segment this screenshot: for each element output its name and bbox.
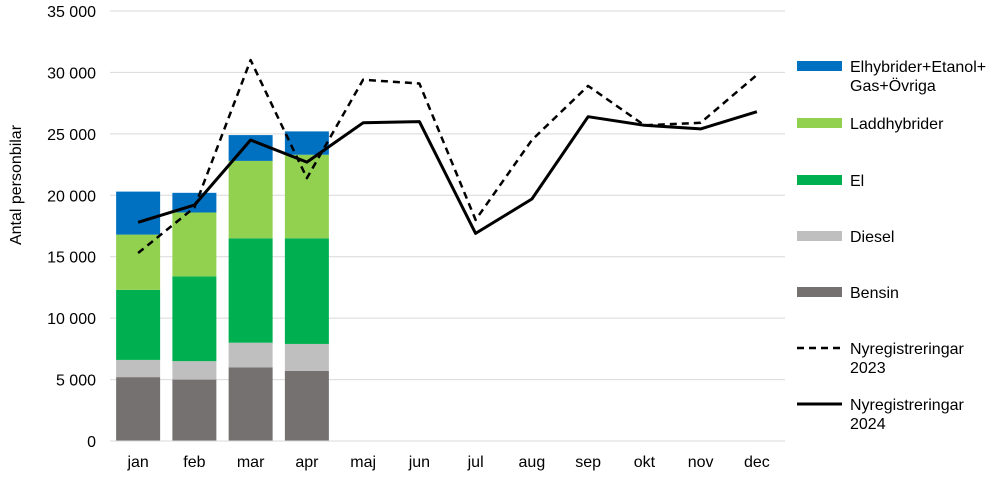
x-tick-label: jan bbox=[126, 454, 148, 471]
bar-segment-bensin bbox=[116, 377, 161, 441]
legend-item: Laddhybrider bbox=[797, 116, 944, 133]
x-tick-label: nov bbox=[688, 454, 714, 471]
x-axis-ticks: jan feb mar apr maj jun jul aug sep okt nov dec bbox=[126, 454, 769, 471]
bar-segment-diesel bbox=[116, 359, 161, 378]
y-tick-label: 25 000 bbox=[47, 127, 96, 144]
bar-segment-diesel bbox=[284, 343, 329, 371]
legend-item: Bensin bbox=[797, 285, 899, 302]
legend-item: Nyregistreringar 2023 bbox=[797, 341, 964, 377]
line-series-2023 bbox=[137, 58, 758, 254]
legend-item: Diesel bbox=[797, 229, 894, 246]
legend-label: 2023 bbox=[850, 360, 886, 377]
gridlines bbox=[110, 10, 785, 381]
bar-segment-el bbox=[172, 276, 217, 362]
x-tick-label: maj bbox=[350, 454, 376, 471]
legend-label: Diesel bbox=[850, 229, 894, 246]
legend: Elhybrider+Etanol+Gas+Övriga Laddhybrider… bbox=[797, 59, 986, 433]
bar-segment-laddhybrider bbox=[116, 234, 161, 290]
legend-label: Nyregistreringar bbox=[850, 397, 964, 414]
x-tick-label: feb bbox=[183, 454, 205, 471]
legend-label: Bensin bbox=[850, 285, 899, 302]
legend-label: Gas+Övriga bbox=[850, 77, 936, 95]
legend-swatch bbox=[797, 287, 842, 297]
bar-segment-laddhybrider bbox=[172, 212, 217, 277]
x-tick-label: sep bbox=[575, 454, 601, 471]
legend-item: Nyregistreringar 2024 bbox=[797, 397, 964, 433]
y-tick-label: 0 bbox=[87, 434, 96, 451]
bar-segment-elhybrider-etanol-gas-vriga bbox=[116, 191, 161, 235]
legend-item: Elhybrider+Etanol+Gas+Övriga bbox=[797, 59, 986, 95]
y-tick-label: 35 000 bbox=[47, 4, 96, 21]
bar-segment-diesel bbox=[172, 361, 217, 380]
x-tick-label: dec bbox=[744, 454, 770, 471]
x-tick-label: jul bbox=[467, 454, 484, 471]
line-series-2024 bbox=[137, 110, 758, 235]
legend-label: 2024 bbox=[850, 416, 886, 433]
legend-label: Elhybrider+Etanol+ bbox=[850, 59, 986, 76]
y-tick-label: 20 000 bbox=[47, 188, 96, 205]
legend-swatch bbox=[797, 118, 842, 128]
y-tick-label: 15 000 bbox=[47, 250, 96, 267]
bar-segment-diesel bbox=[228, 342, 273, 368]
legend-swatch bbox=[797, 61, 842, 71]
bar-segment-el bbox=[116, 289, 161, 360]
bar-segment-elhybrider-etanol-gas-vriga bbox=[284, 131, 329, 155]
bar-segment-laddhybrider bbox=[284, 154, 329, 239]
bar-segment-bensin bbox=[228, 367, 273, 441]
y-axis-label: Antal personbilar bbox=[8, 124, 25, 245]
legend-swatch bbox=[797, 231, 842, 241]
y-axis-ticks: 0 5 000 10 000 15 000 20 000 25 000 30 000 35 0… bbox=[47, 4, 96, 451]
legend-label: El bbox=[850, 173, 864, 190]
bar-segment-bensin bbox=[284, 370, 329, 441]
y-tick-label: 10 000 bbox=[47, 311, 96, 328]
x-tick-label: apr bbox=[295, 454, 319, 471]
bar-segment-el bbox=[228, 238, 273, 343]
bar-segment-bensin bbox=[172, 379, 217, 441]
x-tick-label: jun bbox=[408, 454, 430, 471]
x-tick-label: aug bbox=[519, 454, 546, 471]
bar-segment-laddhybrider bbox=[228, 160, 273, 239]
legend-label: Laddhybrider bbox=[850, 116, 944, 133]
legend-label: Nyregistreringar bbox=[850, 341, 964, 358]
stacked-bars bbox=[116, 131, 329, 441]
y-tick-label: 30 000 bbox=[47, 65, 96, 82]
y-tick-label: 5 000 bbox=[56, 373, 96, 390]
x-tick-label: okt bbox=[634, 454, 656, 471]
bar-segment-el bbox=[284, 238, 329, 344]
legend-swatch bbox=[797, 175, 842, 185]
line-series bbox=[137, 58, 758, 254]
legend-item: El bbox=[797, 173, 864, 190]
x-tick-label: mar bbox=[237, 454, 265, 471]
